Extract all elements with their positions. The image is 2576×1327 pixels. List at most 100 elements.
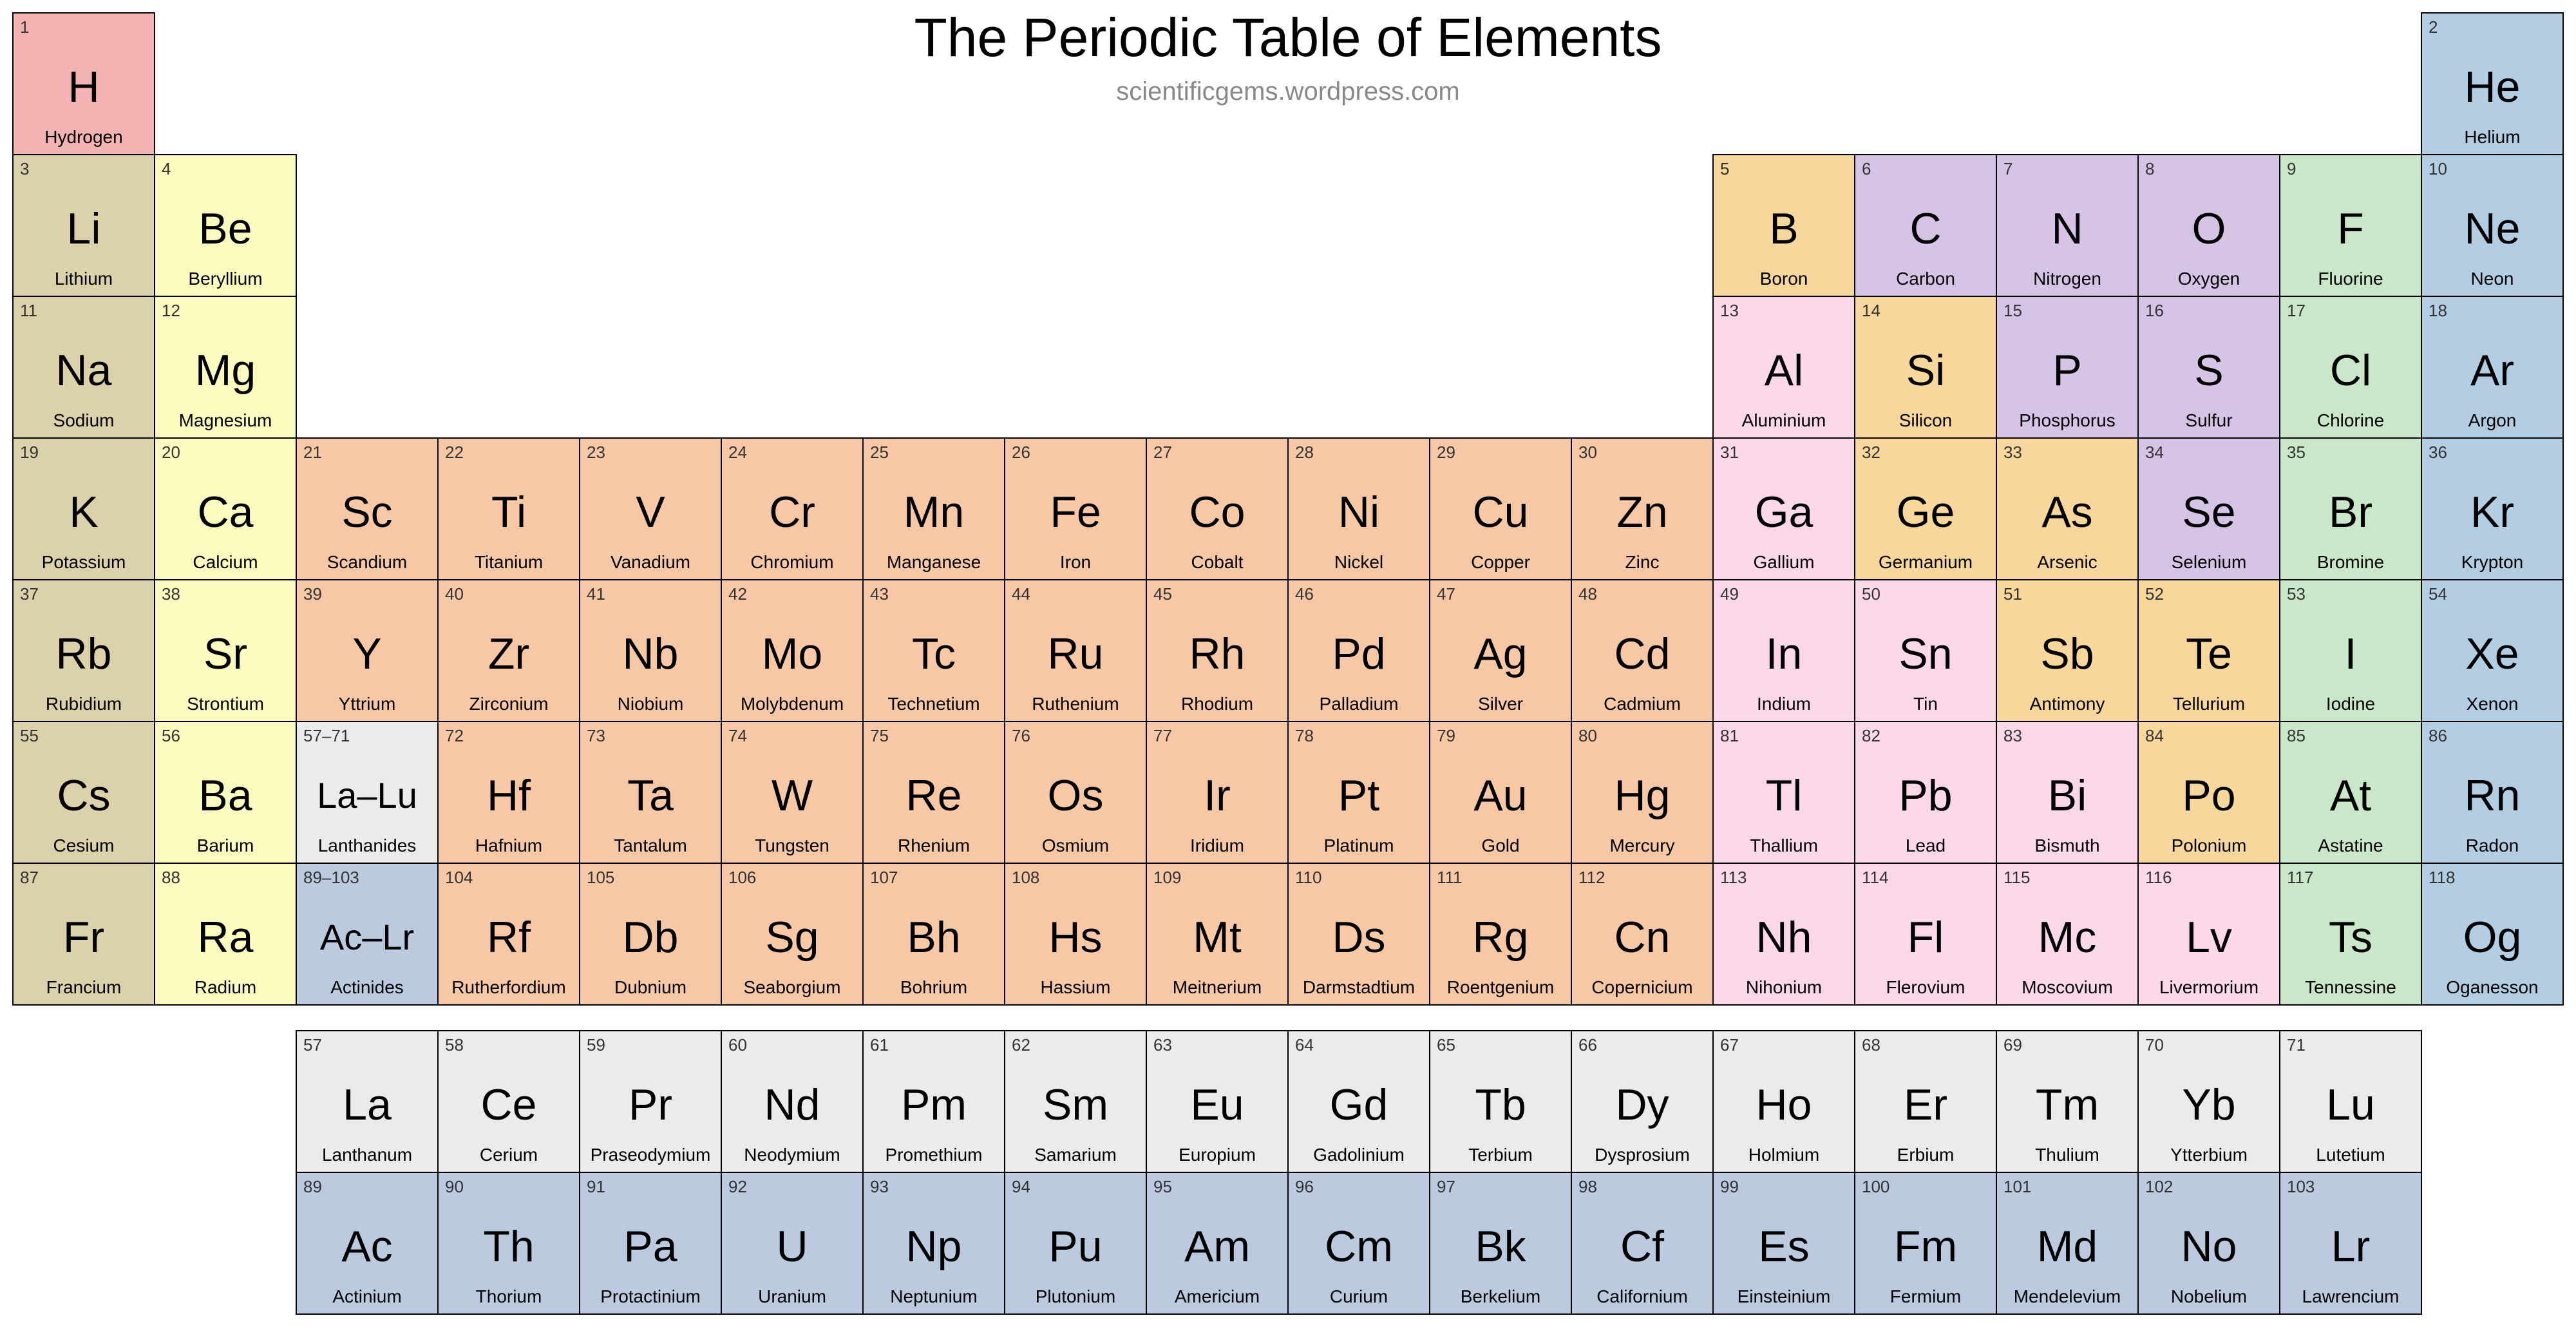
element-name: Technetium [864,694,1004,714]
atomic-number: 106 [728,868,756,888]
element-symbol: W [772,774,813,817]
element-cell: 9FFluorine [2279,154,2422,297]
atomic-number: 65 [1437,1035,1455,1055]
element-name: Cerium [439,1145,579,1165]
atomic-number: 103 [2287,1177,2315,1197]
element-symbol: Co [1189,490,1245,534]
element-cell: 60NdNeodymium [721,1030,864,1173]
element-name: Mercury [1572,835,1712,856]
element-name: Tantalum [580,835,721,856]
element-cell: 15PPhosphorus [1996,296,2139,439]
element-name: Osmium [1005,835,1146,856]
atomic-number: 72 [445,726,464,746]
atomic-number: 92 [728,1177,747,1197]
element-cell: 5BBoron [1712,154,1855,297]
element-name: Americium [1147,1286,1287,1307]
element-cell: 35BrBromine [2279,437,2422,580]
element-cell: 79AuGold [1429,721,1572,864]
element-symbol: He [2465,65,2521,109]
element-symbol: Ne [2465,207,2521,251]
element-name: Krypton [2422,552,2562,573]
atomic-number: 68 [1862,1035,1880,1055]
atomic-number: 43 [870,584,889,604]
element-cell: 3LiLithium [12,154,155,297]
atomic-number: 118 [2429,868,2455,888]
element-cell: 6CCarbon [1854,154,1997,297]
element-cell: 61PmPromethium [862,1030,1005,1173]
element-symbol: Rh [1189,632,1245,676]
element-cell: 111RgRoentgenium [1429,863,1572,1006]
element-cell: 90ThThorium [437,1172,580,1315]
atomic-number: 74 [728,726,747,746]
element-cell: 43TcTechnetium [862,579,1005,722]
element-cell: 33AsArsenic [1996,437,2139,580]
element-name: Actinium [297,1286,437,1307]
element-cell: 75ReRhenium [862,721,1005,864]
element-symbol: Ir [1204,774,1231,817]
atomic-number: 71 [2287,1035,2306,1055]
atomic-number: 58 [445,1035,464,1055]
element-symbol: Ge [1897,490,1955,534]
element-symbol: Kr [2470,490,2514,534]
element-cell: 38SrStrontium [154,579,297,722]
element-symbol: Sr [204,632,247,676]
element-cell: 89AcActinium [296,1172,439,1315]
element-name: Oxygen [2139,269,2279,289]
element-symbol: Ba [198,774,252,817]
element-symbol: Rb [56,632,112,676]
element-symbol: Nd [764,1083,820,1127]
atomic-number: 79 [1437,726,1455,746]
element-symbol: Na [56,348,112,392]
element-symbol: Lv [2186,915,2232,959]
element-cell: 110DsDarmstadtium [1287,863,1430,1006]
element-name: Meitnerium [1147,977,1287,998]
atomic-number: 7 [2003,159,2012,179]
element-cell: 97BkBerkelium [1429,1172,1572,1315]
atomic-number: 36 [2429,443,2447,463]
element-name: Erbium [1855,1145,1996,1165]
element-name: Neon [2422,269,2562,289]
element-cell: 118OgOganesson [2421,863,2564,1006]
element-cell: 82PbLead [1854,721,1997,864]
element-cell: 41NbNiobium [579,579,722,722]
element-name: Beryllium [155,269,296,289]
element-name: Neptunium [864,1286,1004,1307]
element-symbol: Ho [1756,1083,1812,1127]
atomic-number: 77 [1153,726,1172,746]
element-cell: 4BeBeryllium [154,154,297,297]
atomic-number: 107 [870,868,898,888]
element-symbol: Lu [2326,1083,2375,1127]
element-symbol: Pa [623,1225,677,1268]
element-name: Tungsten [722,835,862,856]
element-name: Gadolinium [1289,1145,1429,1165]
page-subtitle: scientificgems.wordpress.com [13,77,2563,106]
element-cell: 91PaProtactinium [579,1172,722,1315]
atomic-number: 105 [587,868,614,888]
element-symbol: Pu [1048,1225,1102,1268]
element-cell: 25MnManganese [862,437,1005,580]
element-name: Tellurium [2139,694,2279,714]
element-name: Rutherfordium [439,977,579,998]
element-name: Sulfur [2139,410,2279,431]
element-name: Lanthanum [297,1145,437,1165]
atomic-number: 28 [1295,443,1314,463]
element-name: Bohrium [864,977,1004,998]
element-name: Ruthenium [1005,694,1146,714]
element-name: Bromine [2280,552,2421,573]
element-symbol: Ds [1332,915,1385,959]
element-symbol: U [776,1225,808,1268]
element-symbol: Db [623,915,679,959]
element-cell: 7NNitrogen [1996,154,2139,297]
element-symbol: Cs [57,774,110,817]
element-name: Platinum [1289,835,1429,856]
element-name: Rhenium [864,835,1004,856]
element-symbol: Fl [1908,915,1944,959]
atomic-number: 54 [2429,584,2447,604]
atomic-number: 111 [1437,868,1463,888]
atomic-number: 93 [870,1177,889,1197]
element-name: Nitrogen [1997,269,2137,289]
element-symbol: Be [198,207,252,251]
element-symbol: Cm [1325,1225,1393,1268]
element-name: Seaborgium [722,977,862,998]
element-symbol: Sb [2040,632,2094,676]
